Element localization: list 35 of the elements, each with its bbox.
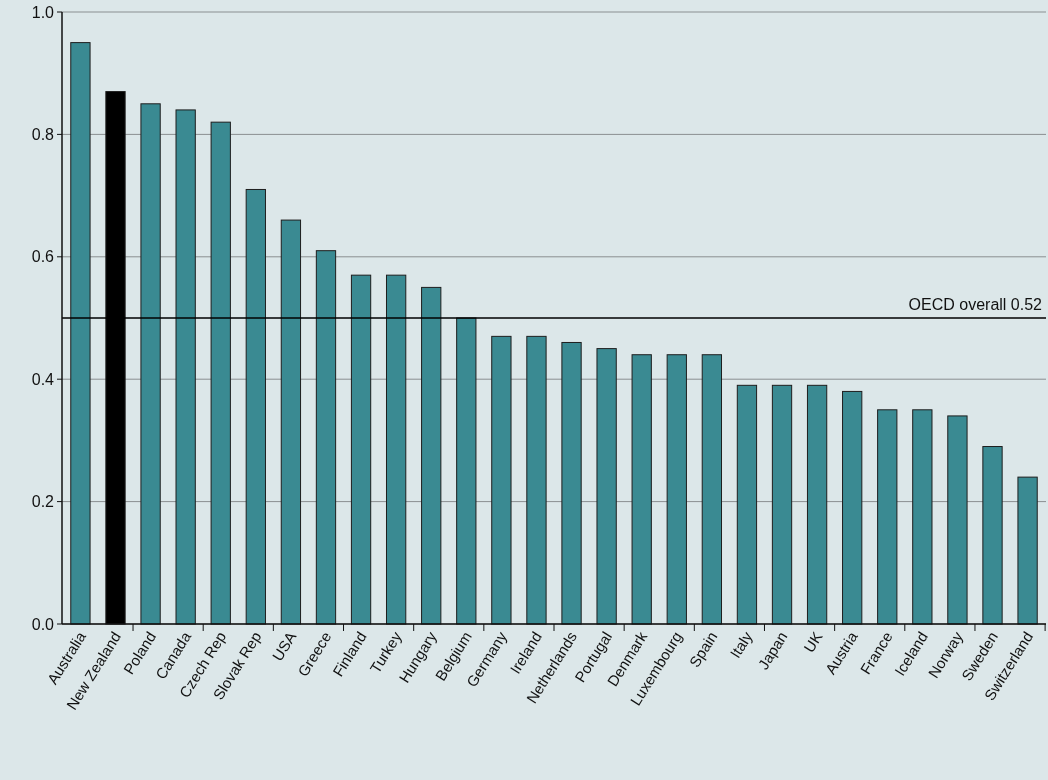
- bar: [350, 274, 372, 625]
- bar: [210, 121, 231, 625]
- bar: [666, 354, 687, 625]
- bar: [806, 384, 828, 625]
- bar: [280, 219, 302, 625]
- bar: [315, 250, 337, 625]
- bar: [421, 286, 442, 625]
- bar: [245, 188, 266, 625]
- bar: [140, 103, 161, 625]
- bar: [456, 317, 477, 625]
- y-tick-label: 0.0: [31, 615, 55, 633]
- bar: [631, 354, 652, 625]
- y-tick-label: 1.0: [31, 3, 55, 21]
- bar: [736, 384, 758, 625]
- bar: [70, 42, 91, 625]
- bar: [701, 354, 723, 625]
- y-tick-label: 0.8: [31, 126, 55, 143]
- bar: [982, 446, 1003, 625]
- y-tick-label: 0.4: [31, 370, 55, 388]
- bar: [1017, 476, 1038, 625]
- bar: [175, 109, 196, 625]
- bar: [561, 341, 582, 625]
- bar: [771, 384, 793, 625]
- bar: [526, 335, 547, 625]
- bar: [491, 335, 512, 625]
- bar: [947, 415, 968, 625]
- bar: [912, 409, 933, 625]
- ref-line-label: OECD overall 0.52: [908, 296, 1043, 313]
- bar: [385, 274, 407, 625]
- x-tick-label: UK: [800, 628, 826, 656]
- y-tick-label: 0.6: [31, 248, 55, 266]
- bar: [842, 390, 863, 625]
- y-tick-label: 0.2: [31, 493, 55, 511]
- bar: [877, 409, 898, 625]
- bar: [596, 348, 617, 625]
